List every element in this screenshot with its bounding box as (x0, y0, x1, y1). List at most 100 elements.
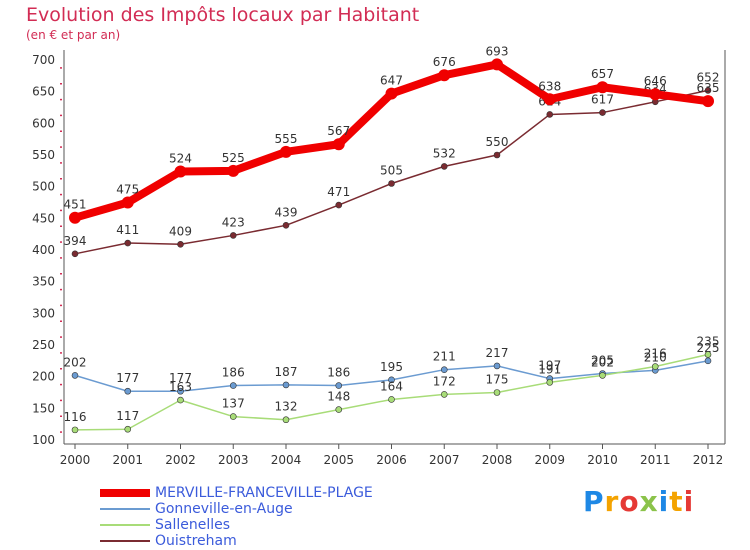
data-label: 172 (433, 374, 456, 388)
y-tick-label: 100 (32, 433, 55, 447)
data-label: 217 (486, 346, 509, 360)
data-label: 638 (538, 79, 561, 93)
data-point (174, 165, 187, 178)
data-label: 647 (380, 74, 403, 88)
data-label: 177 (116, 371, 139, 385)
data-label: 197 (538, 359, 561, 373)
data-point (493, 362, 501, 370)
data-label: 439 (275, 205, 298, 219)
y-tick-label: 200 (32, 370, 55, 384)
data-point (388, 376, 395, 384)
legend-label: Sallenelles (155, 517, 231, 533)
x-tick-label: 2011 (640, 453, 671, 467)
data-label: 423 (222, 215, 245, 229)
y-tick-label: 650 (32, 85, 55, 99)
data-label: 505 (380, 164, 403, 178)
x-tick-label: 2001 (112, 453, 143, 467)
data-label: 524 (169, 151, 192, 165)
data-point (229, 382, 237, 389)
logo-letter: i (683, 485, 695, 518)
logo-letter: t (669, 485, 684, 518)
data-label: 195 (380, 360, 403, 374)
data-label: 132 (275, 400, 298, 414)
data-point (282, 381, 290, 389)
x-tick-label: 2008 (482, 453, 513, 467)
data-point (546, 111, 554, 118)
data-label: 175 (486, 373, 509, 387)
data-point (388, 396, 395, 403)
data-point (177, 387, 184, 395)
data-label: 216 (644, 347, 667, 361)
data-point (229, 232, 237, 239)
data-point (124, 239, 132, 247)
data-point (599, 109, 606, 116)
data-point (335, 201, 343, 209)
data-point (335, 382, 343, 389)
data-point (493, 389, 501, 396)
data-label: 202 (64, 355, 87, 369)
y-tick-label: 600 (32, 116, 55, 130)
data-label: 205 (591, 354, 614, 368)
data-point (493, 151, 501, 159)
data-point (388, 180, 395, 187)
data-label: 137 (222, 397, 245, 411)
x-tick-label: 2007 (429, 453, 460, 467)
data-point (124, 425, 132, 433)
data-point (440, 366, 448, 374)
data-point (280, 145, 292, 158)
x-tick-label: 2006 (376, 453, 407, 467)
data-point (546, 379, 554, 386)
data-point (543, 93, 556, 106)
data-point (332, 138, 345, 151)
data-label: 116 (64, 410, 87, 424)
x-tick-label: 2004 (271, 453, 302, 467)
data-point (599, 372, 606, 379)
data-label: 186 (327, 366, 350, 380)
data-point (71, 250, 79, 258)
data-label: 411 (116, 223, 139, 237)
proxiti-logo: Proxiti (583, 485, 694, 518)
data-point (704, 351, 712, 358)
data-label: 567 (327, 124, 350, 138)
data-point (702, 95, 714, 108)
data-point (71, 372, 79, 379)
y-tick-label: 350 (32, 275, 55, 289)
data-point (177, 396, 184, 404)
data-point (649, 88, 662, 101)
x-tick-label: 2003 (218, 453, 249, 467)
data-label: 117 (116, 409, 139, 423)
data-point (651, 363, 659, 370)
data-label: 164 (380, 379, 403, 393)
data-point (704, 357, 712, 365)
x-tick-label: 2005 (323, 453, 354, 467)
data-label: 225 (697, 341, 720, 355)
data-point (438, 69, 451, 82)
y-tick-label: 700 (32, 53, 55, 67)
data-point (177, 241, 184, 248)
data-label: 211 (433, 350, 456, 364)
legend-swatch (100, 508, 150, 510)
data-point (491, 58, 503, 71)
data-point (440, 163, 448, 170)
chart-subtitle: (en € et par an) (26, 28, 121, 42)
data-label: 148 (327, 390, 350, 404)
data-point (596, 81, 609, 94)
data-label: 676 (433, 55, 456, 69)
logo-letter: P (583, 485, 605, 518)
y-tick-label: 250 (32, 338, 55, 352)
data-point (385, 87, 398, 100)
data-label: 191 (538, 362, 561, 376)
data-point (229, 413, 237, 420)
data-point (124, 387, 132, 395)
legend-label: Gonneville-en-Auge (155, 501, 293, 517)
legend-swatch (100, 489, 150, 497)
x-tick-label: 2000 (60, 453, 91, 467)
data-label: 163 (169, 380, 192, 394)
logo-letter: x (639, 485, 659, 518)
x-tick-label: 2012 (693, 453, 724, 467)
y-tick-label: 550 (32, 148, 55, 162)
x-tick-label: 2002 (165, 453, 196, 467)
y-tick-label: 150 (32, 401, 55, 415)
